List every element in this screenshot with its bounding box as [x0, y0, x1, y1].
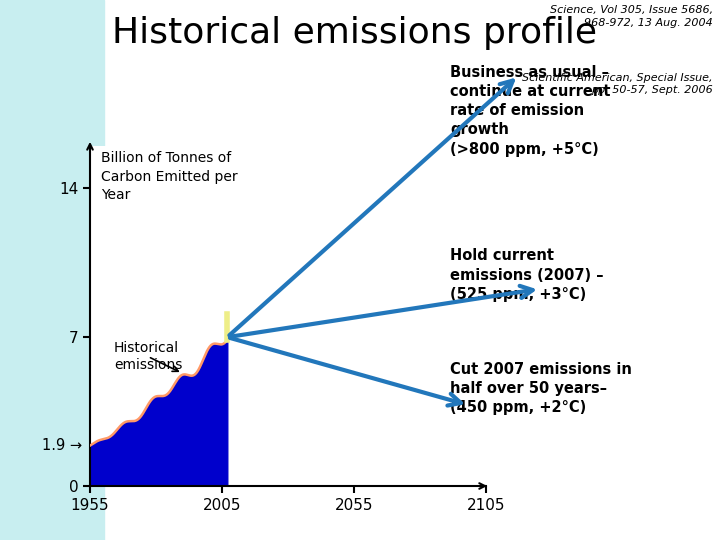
Text: Billion of Tonnes of
Carbon Emitted per
Year: Billion of Tonnes of Carbon Emitted per …: [101, 151, 238, 202]
Text: Hold current
emissions (2007) –
(525 ppm, +3°C): Hold current emissions (2007) – (525 ppm…: [450, 248, 603, 302]
Text: Business as usual –
continue at current
rate of emission
growth
(>800 ppm, +5°C): Business as usual – continue at current …: [450, 65, 611, 157]
Text: Science, Vol 305, Issue 5686,
968-972, 13 Aug. 2004: Science, Vol 305, Issue 5686, 968-972, 1…: [549, 5, 713, 28]
Text: Historical emissions profile: Historical emissions profile: [112, 16, 597, 50]
Text: Scientific American, Special Issue,
pp. 50-57, Sept. 2006: Scientific American, Special Issue, pp. …: [522, 73, 713, 95]
Text: Cut 2007 emissions in
half over 50 years–
(450 ppm, +2°C): Cut 2007 emissions in half over 50 years…: [450, 362, 632, 415]
Text: 1.9 →: 1.9 →: [42, 438, 82, 453]
Text: Historical
emissions: Historical emissions: [114, 341, 182, 372]
